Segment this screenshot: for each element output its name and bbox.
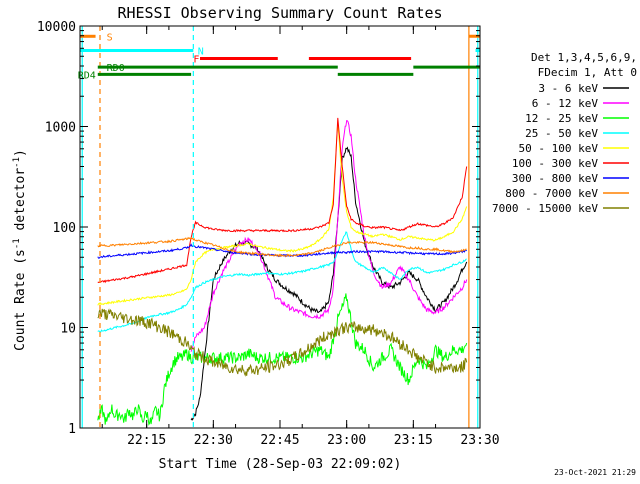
x-tick-label-5: 23:15: [394, 433, 433, 448]
y-axis-label-main: Count Rate (s: [13, 249, 28, 351]
legend-label-8: 800 - 7000 keV: [505, 187, 598, 200]
legend-label-9: 7000 - 15000 keV: [492, 202, 598, 215]
x-tick-label-1: 22:15: [127, 433, 166, 448]
legend-label-2: 6 - 12 keV: [532, 97, 599, 110]
x-tick-label-3: 22:45: [260, 433, 299, 448]
y-tick-label-2: 10: [60, 322, 76, 337]
y-tick-label-4: 1000: [45, 121, 76, 136]
y-axis-label-sup1: -1: [12, 238, 22, 249]
legend-label-3: 12 - 25 keV: [525, 112, 598, 125]
series-line-1: [190, 146, 468, 421]
legend-label-5: 50 - 100 keV: [519, 142, 599, 155]
y-axis-label: Count Rate (s-1 detector-1): [12, 149, 28, 351]
legend-label-7: 300 - 800 keV: [512, 172, 598, 185]
x-tick-label-6: 23:30: [460, 433, 499, 448]
x-tick-label-2: 22:30: [194, 433, 233, 448]
flag-label-5: RD4: [78, 70, 96, 81]
flag-label-3: F: [193, 54, 199, 65]
series-line-5: [97, 122, 468, 306]
flag-label-1: S: [107, 32, 113, 43]
series-line-6: [97, 117, 468, 284]
series-line-3: [97, 293, 468, 426]
y-axis-label-end: ): [13, 149, 28, 157]
series-line-2: [190, 119, 468, 352]
axes: 22:15 22:30 22:45 23:00 23:15 23:30 1 10 100 1000…: [37, 20, 500, 448]
legend-label-1: 3 - 6 keV: [538, 82, 598, 95]
chart-title: RHESSI Observing Summary Count Rates: [117, 4, 442, 22]
series-line-4: [97, 231, 467, 333]
legend-entries: 3 - 6 keV 6 - 12 keV 12 - 25 keV 25 - 50 ke…: [492, 82, 629, 215]
x-axis-label: Start Time (28-Sep-03 22:09:02): [159, 457, 402, 472]
legend-label-6: 100 - 300 keV: [512, 157, 598, 170]
flag-label-4: RD0: [107, 63, 125, 74]
y-axis-label-sup2: -1: [12, 157, 22, 168]
y-axis-label-mid: detector: [13, 168, 28, 239]
legend-header-line-2: FDecim 1, Att 0: [538, 66, 637, 79]
series-line-8: [97, 236, 467, 258]
legend-label-4: 25 - 50 keV: [525, 127, 598, 140]
legend: Det 1,3,4,5,6,9, FDecim 1, Att 0 3 - 6 k…: [492, 51, 637, 215]
series-line-9: [97, 308, 468, 377]
legend-header-line-1: Det 1,3,4,5,6,9,: [531, 51, 637, 64]
y-tick-label-1: 1: [68, 422, 76, 437]
footer-date: 23-Oct-2021 21:29: [554, 468, 636, 477]
y-tick-label-5: 10000: [37, 20, 76, 35]
y-tick-label-3: 100: [53, 221, 76, 236]
flag-label-2: N: [198, 47, 204, 58]
x-tick-label-4: 23:00: [327, 433, 366, 448]
